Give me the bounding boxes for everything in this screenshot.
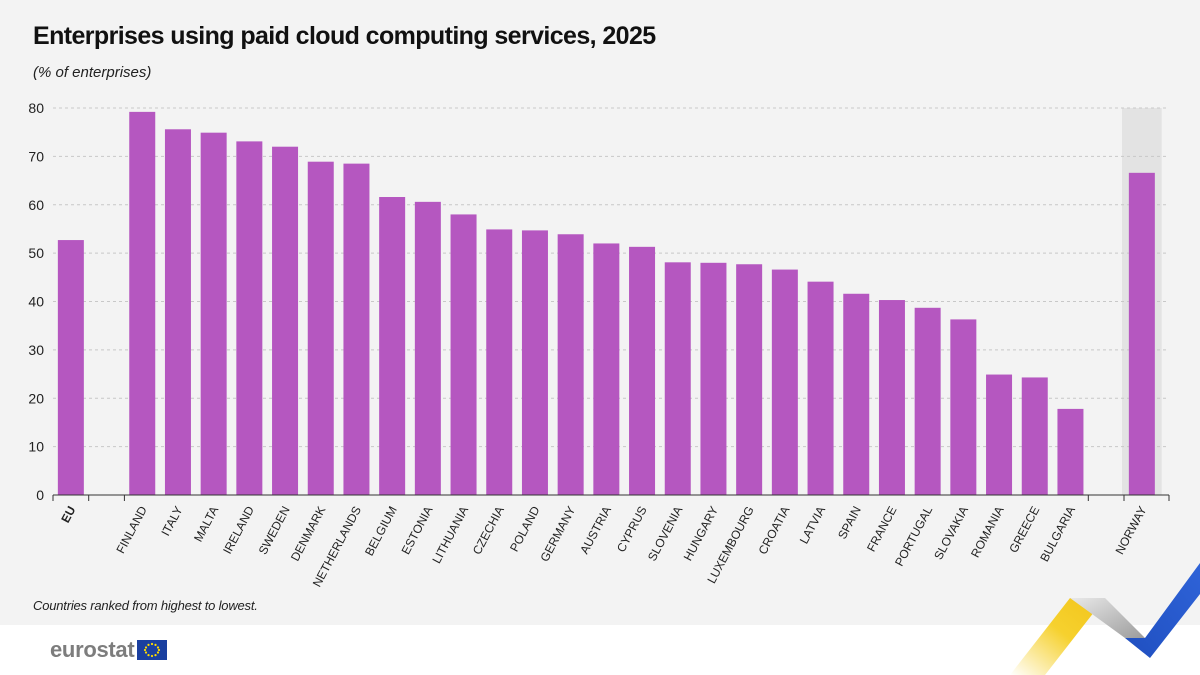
x-tick-label: ITALY xyxy=(158,504,185,538)
bar xyxy=(629,246,656,495)
y-tick-label: 40 xyxy=(28,294,44,310)
x-tick-label: LATVIA xyxy=(797,504,828,546)
bar xyxy=(664,262,691,495)
x-tick-label: ESTONIA xyxy=(399,504,436,557)
y-tick-label: 20 xyxy=(28,390,44,406)
bar xyxy=(129,111,156,496)
x-tick-label: AUSTRIA xyxy=(577,504,614,556)
bar xyxy=(557,234,584,496)
bar xyxy=(914,307,941,495)
x-tick-label: EU xyxy=(58,504,78,525)
footnote: Countries ranked from highest to lowest. xyxy=(33,598,258,613)
x-tick-label: GERMANY xyxy=(537,504,578,564)
bar xyxy=(807,281,834,495)
y-tick-label: 0 xyxy=(36,487,44,503)
y-tick-label: 70 xyxy=(28,148,44,164)
x-tick-label: FINLAND xyxy=(113,504,150,556)
x-tick-label: SPAIN xyxy=(835,504,864,542)
bar xyxy=(307,161,334,496)
bar xyxy=(771,269,798,495)
x-tick-label: HUNGARY xyxy=(681,504,721,563)
x-tick-label: ROMANIA xyxy=(968,504,1007,560)
bar xyxy=(878,300,905,495)
x-tick-label: SLOVENIA xyxy=(645,504,686,564)
bar xyxy=(986,374,1013,495)
chart-subtitle: (% of enterprises) xyxy=(33,64,152,81)
bar xyxy=(414,201,441,495)
y-tick-label: 80 xyxy=(28,100,44,116)
x-tick-label: CROATIA xyxy=(756,504,793,557)
eu-flag-icon xyxy=(137,640,168,660)
x-tick-label: CYPRUS xyxy=(614,504,650,555)
bar xyxy=(593,243,620,495)
x-tick-label: LITHUANIA xyxy=(429,504,471,566)
bar xyxy=(700,262,727,495)
x-tick-label: POLAND xyxy=(507,504,543,554)
bar xyxy=(200,132,227,495)
bar xyxy=(1057,408,1084,495)
x-tick-label: FRANCE xyxy=(864,504,900,554)
x-tick-label: IRELAND xyxy=(220,504,257,557)
x-tick-label: PORTUGAL xyxy=(892,504,935,569)
x-tick-label: SWEDEN xyxy=(256,504,293,557)
x-tick-label: BELGIUM xyxy=(362,504,400,558)
chevron-stripes-decoration xyxy=(1010,563,1200,675)
x-tick-label: DENMARK xyxy=(288,504,329,564)
bar xyxy=(486,229,513,495)
x-tick-label: GREECE xyxy=(1006,504,1042,555)
bar xyxy=(343,163,370,495)
bar xyxy=(1128,172,1155,495)
chart-title: Enterprises using paid cloud computing s… xyxy=(33,22,656,50)
bar xyxy=(1021,377,1048,495)
y-tick-label: 60 xyxy=(28,197,44,213)
y-tick-label: 50 xyxy=(28,245,44,261)
x-tick-label: CZECHIA xyxy=(470,504,507,557)
y-tick-label: 10 xyxy=(28,439,44,455)
bar xyxy=(164,129,191,495)
x-tick-label: NORWAY xyxy=(1113,504,1150,557)
x-tick-label: MALTA xyxy=(191,504,221,544)
x-tick-label: SLOVAKIA xyxy=(931,504,971,562)
logo-text: eurostat xyxy=(50,637,135,662)
x-tick-label: BULGARIA xyxy=(1037,504,1078,564)
y-tick-label: 30 xyxy=(28,342,44,358)
bar xyxy=(450,214,477,496)
eurostat-logo: eurostat xyxy=(50,637,168,663)
bar xyxy=(950,319,977,495)
bar xyxy=(272,146,299,495)
bar-chart: 0 10 20 30 40 50 60 70 80 EU FINLAND ITALY MALTAIREL… xyxy=(28,100,1170,589)
bar xyxy=(57,240,84,495)
bar xyxy=(521,230,548,496)
bar xyxy=(236,141,263,495)
bar xyxy=(736,264,763,495)
bar xyxy=(843,293,870,495)
bar xyxy=(379,197,406,495)
